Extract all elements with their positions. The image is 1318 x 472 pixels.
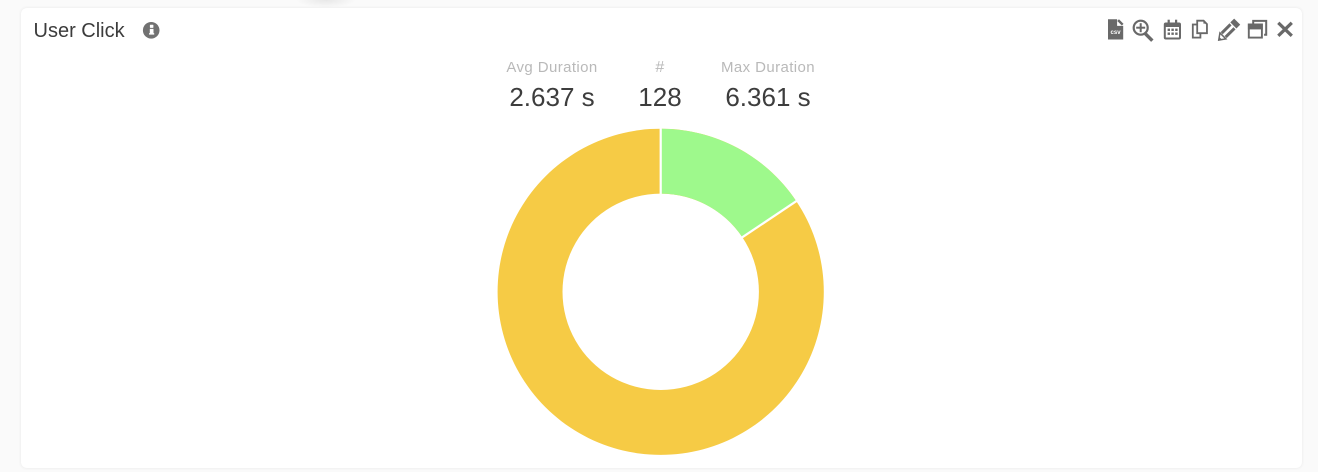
svg-text:csv: csv — [1110, 30, 1121, 36]
